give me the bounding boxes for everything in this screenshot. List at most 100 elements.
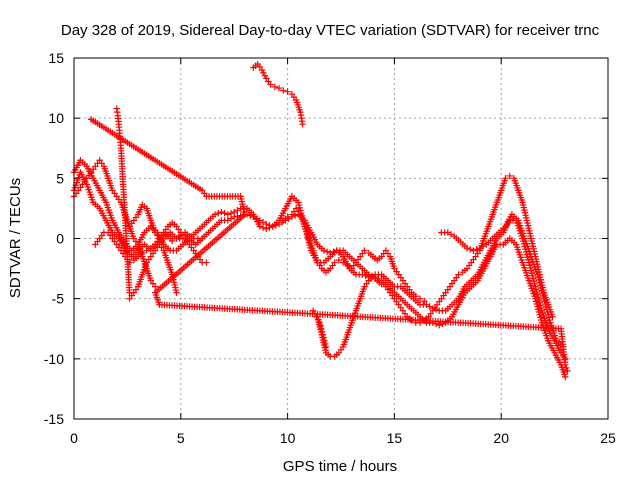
series-s10 [92,229,206,266]
x-tick-label: 5 [177,430,185,446]
data-point [224,217,231,224]
data-point [368,272,376,280]
data-point [258,66,266,74]
data-point [412,293,419,300]
y-tick-label: 5 [56,170,64,186]
data-point [426,303,433,310]
data-point [266,224,273,231]
x-tick-label: 20 [493,430,509,446]
data-point [476,244,484,252]
data-point [247,212,254,219]
chart-title: Day 328 of 2019, Sidereal Day-to-day VTE… [61,22,600,39]
data-point [299,120,306,128]
data-point [224,211,231,218]
data-point [272,222,280,229]
y-tick-label: 15 [48,50,64,66]
data-point [562,361,569,369]
data-point [234,207,241,214]
x-axis-label: GPS time / hours [283,458,397,475]
data-point [322,343,330,350]
data-point [330,248,337,255]
data-point [318,325,325,332]
data-point [139,249,146,257]
data-point [467,246,474,253]
data-point [339,259,347,266]
data-point [423,301,430,308]
data-point [173,289,180,296]
data-point [444,229,451,236]
data-point [259,219,267,226]
data-point [335,256,343,264]
data-point [177,231,184,239]
data-point [227,215,235,222]
data-point [284,213,291,221]
data-point [562,373,569,381]
data-point [143,247,150,254]
y-tick-label: -5 [52,291,65,307]
data-point [231,208,238,216]
y-tick-label: -15 [44,411,64,427]
data-point [221,210,228,217]
data-point [280,87,287,94]
data-point [317,322,324,329]
data-point [359,271,366,278]
data-point [473,246,480,253]
y-axis-label: SDTVAR / TECUs [7,178,24,298]
data-point [470,247,477,254]
data-point [421,297,428,305]
data-point [549,313,556,320]
x-tick-label: 10 [280,430,296,446]
data-point [275,84,283,92]
data-point [321,337,328,344]
data-point [320,334,327,341]
data-point [479,243,487,250]
data-point [447,231,455,238]
series-s5 [250,60,306,128]
data-point [186,232,193,240]
axis-ticks: 0 5 10 15 20 25 -15 -10 -5 0 5 10 15 [44,50,616,446]
data-point [322,340,329,347]
data-point [291,212,299,219]
grid-lines [74,58,608,419]
data-point [502,175,509,182]
data-point [261,72,269,79]
data-point [227,210,235,217]
data-point [203,259,210,266]
y-tick-label: 10 [48,110,64,126]
data-point [263,225,270,233]
data-point [378,281,385,288]
data-point [284,88,291,95]
data-point [198,235,206,242]
data-point [318,328,326,335]
data-point [362,272,369,280]
data-point [271,83,278,91]
x-tick-label: 15 [387,430,403,446]
data-point [564,367,571,375]
data-point [506,172,513,180]
data-point [563,364,570,372]
data-point [316,319,323,326]
y-tick-label: -10 [44,351,64,367]
data-point [151,283,159,290]
data-point [126,259,133,266]
x-tick-label: 0 [70,430,78,446]
data-point [260,69,267,77]
data-point [323,248,331,255]
y-tick-label: 0 [56,231,64,247]
data-point [169,237,176,245]
plot-frame [73,57,609,420]
data-point [320,247,328,254]
data-points [70,60,571,381]
data-point [214,210,222,217]
series-s4 [438,211,567,350]
data-point [331,259,338,266]
x-tick-label: 25 [600,430,616,446]
data-point [463,244,471,252]
data-point [455,271,462,278]
data-point [259,224,267,231]
data-point [416,295,424,302]
data-point [319,331,327,338]
data-point [211,211,219,218]
data-point [361,247,368,254]
